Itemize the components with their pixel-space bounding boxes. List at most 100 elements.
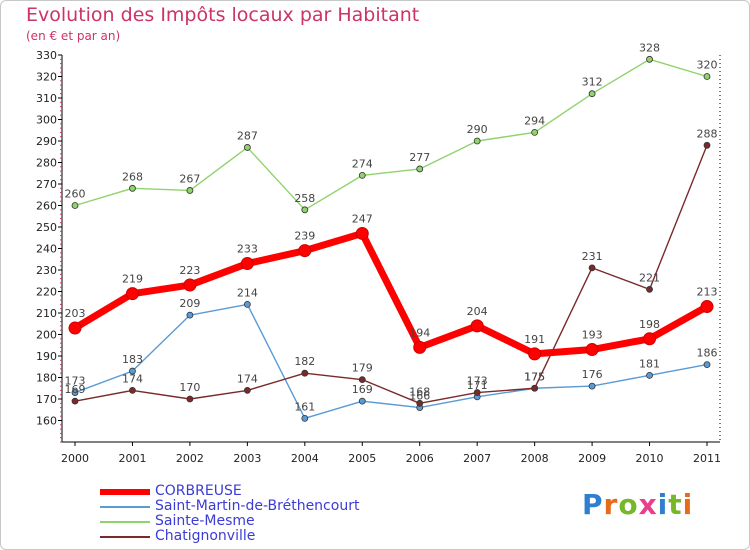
data-label: 274 xyxy=(352,157,373,170)
data-label: 294 xyxy=(524,114,545,127)
data-point xyxy=(298,244,312,258)
data-label: 328 xyxy=(639,41,660,54)
series-line-2 xyxy=(74,58,708,211)
data-point xyxy=(68,321,82,335)
data-point xyxy=(703,361,711,369)
x-tick-label: 2003 xyxy=(233,452,261,465)
legend-swatch xyxy=(100,536,150,538)
data-point xyxy=(416,165,424,173)
legend-label: Saint-Martin-de-Bréthencourt xyxy=(155,498,360,514)
x-tick-label: 2000 xyxy=(61,452,89,465)
data-label: 214 xyxy=(237,286,258,299)
legend-swatch xyxy=(100,489,150,495)
logo-letter: i xyxy=(682,488,694,521)
data-label: 231 xyxy=(582,250,603,263)
legend-label: Sainte-Mesme xyxy=(155,513,255,529)
data-label: 198 xyxy=(639,318,660,331)
logo-letter: r xyxy=(603,488,619,521)
data-point xyxy=(358,376,366,384)
series-line-1 xyxy=(74,303,708,420)
data-label: 193 xyxy=(582,329,603,342)
data-label: 223 xyxy=(179,264,200,277)
data-point xyxy=(585,343,599,357)
data-point xyxy=(703,73,711,80)
data-label: 174 xyxy=(237,372,258,385)
y-tick-label: 240 xyxy=(36,243,57,256)
data-point xyxy=(413,340,427,354)
data-label: 186 xyxy=(697,347,718,360)
y-tick-label: 320 xyxy=(36,71,57,84)
data-label: 233 xyxy=(237,243,258,256)
data-point xyxy=(186,187,194,194)
data-label: 221 xyxy=(639,271,660,284)
data-point xyxy=(531,384,539,392)
data-label: 290 xyxy=(467,123,488,136)
data-point xyxy=(186,395,194,403)
y-tick-label: 280 xyxy=(36,157,57,170)
chart-legend: CORBREUSE Saint-Martin-de-Bréthencourt Sai… xyxy=(100,483,500,544)
logo-letter: o xyxy=(618,488,639,521)
chart-title: Evolution des Impôts locaux par Habitant xyxy=(26,4,420,26)
data-point xyxy=(183,278,197,292)
series-line-3 xyxy=(74,144,708,404)
data-label: 204 xyxy=(467,305,488,318)
data-label: 288 xyxy=(697,127,718,140)
logo-letter: i xyxy=(657,488,669,521)
data-point xyxy=(301,414,309,422)
data-point xyxy=(358,397,366,405)
data-point xyxy=(129,184,136,192)
y-tick-label: 200 xyxy=(36,329,57,342)
data-point xyxy=(528,347,542,361)
logo-letter: x xyxy=(638,488,658,521)
data-label: 194 xyxy=(409,326,430,339)
legend-label: Chatignonville xyxy=(155,528,256,544)
data-point xyxy=(531,128,539,136)
y-tick-label: 160 xyxy=(36,415,57,428)
x-tick-label: 2006 xyxy=(406,452,434,465)
data-label: 203 xyxy=(65,307,86,320)
data-label: 173 xyxy=(467,375,488,388)
legend-item: Chatignonville xyxy=(100,528,500,544)
series-line-0 xyxy=(71,229,711,358)
data-point xyxy=(125,287,139,301)
proxiti-logo: Proxiti xyxy=(582,488,693,521)
y-tick-label: 180 xyxy=(36,372,57,385)
x-tick-label: 2004 xyxy=(291,452,319,465)
y-tick-label: 250 xyxy=(36,221,57,234)
data-point xyxy=(700,300,714,314)
data-point xyxy=(129,367,136,375)
logo-letter: t xyxy=(668,488,683,521)
data-point xyxy=(71,397,79,405)
data-point xyxy=(473,389,481,396)
legend-item: Saint-Martin-de-Bréthencourt xyxy=(100,498,500,514)
data-label: 209 xyxy=(179,297,200,310)
data-label: 213 xyxy=(697,286,718,299)
data-point xyxy=(643,332,657,346)
logo-letter: P xyxy=(582,488,604,521)
data-point xyxy=(301,369,309,377)
data-point xyxy=(588,264,596,272)
data-label: 175 xyxy=(524,370,545,383)
y-tick-label: 230 xyxy=(36,264,57,277)
data-point xyxy=(470,319,484,333)
y-tick-label: 260 xyxy=(36,200,57,213)
data-point xyxy=(129,386,136,394)
data-label: 219 xyxy=(122,273,143,286)
data-label: 166 xyxy=(409,390,430,403)
y-tick-label: 310 xyxy=(36,92,57,105)
data-point xyxy=(301,206,309,214)
legend-label: CORBREUSE xyxy=(155,483,242,499)
y-tick-label: 220 xyxy=(36,286,57,299)
data-point xyxy=(416,399,424,407)
data-point xyxy=(588,382,596,390)
x-tick-label: 2007 xyxy=(463,452,491,465)
data-label: 268 xyxy=(122,170,143,183)
y-tick-label: 290 xyxy=(36,135,57,148)
legend-swatch xyxy=(100,506,150,508)
data-point xyxy=(646,371,653,379)
data-point xyxy=(71,202,79,209)
legend-item: Sainte-Mesme xyxy=(100,513,500,529)
data-point xyxy=(243,300,251,308)
